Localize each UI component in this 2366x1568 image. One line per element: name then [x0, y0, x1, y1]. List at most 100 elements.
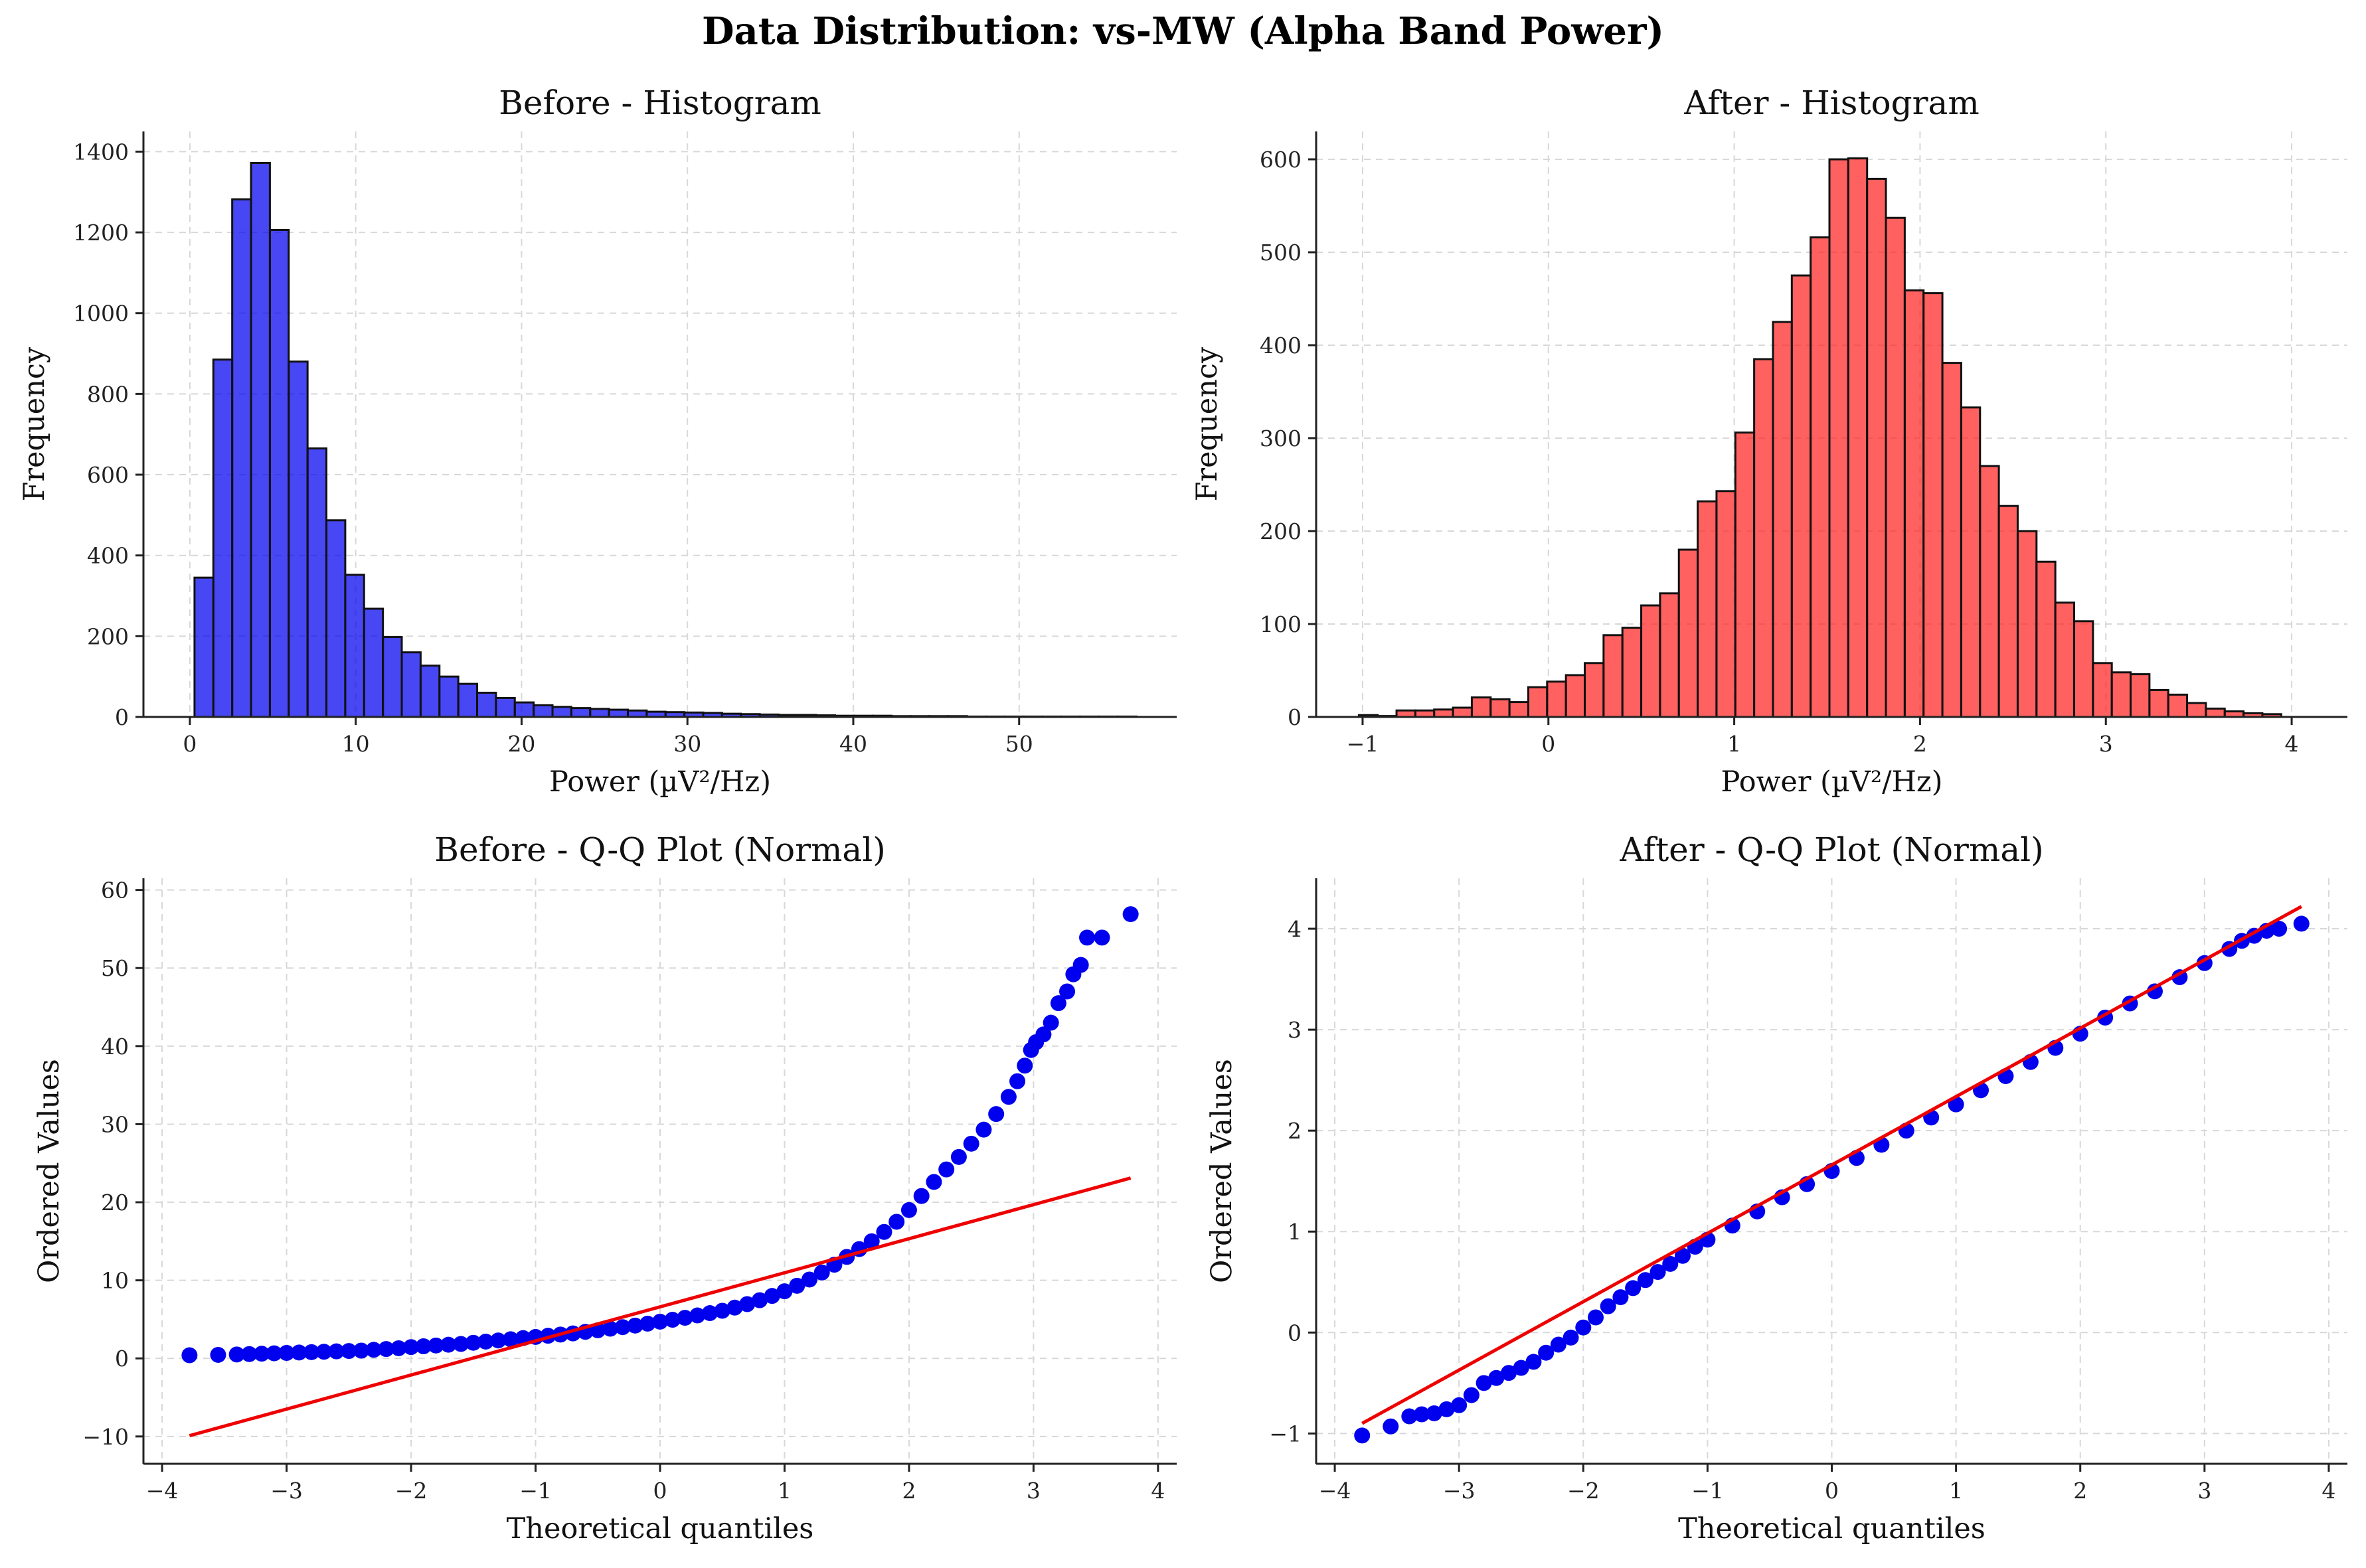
qq-point: [1414, 1406, 1430, 1423]
qq-point: [1649, 1264, 1666, 1281]
qq-point: [490, 1332, 507, 1349]
qq-point: [315, 1344, 332, 1360]
histogram-bar: [2186, 702, 2207, 718]
qq-point: [1501, 1365, 1517, 1381]
y-tick-label: 40: [101, 1034, 129, 1059]
fit-line: [1361, 905, 2302, 1425]
qq-point: [228, 1346, 245, 1363]
qq-point: [764, 1288, 780, 1304]
histogram-bar: [325, 519, 347, 718]
qq-point: [739, 1296, 756, 1312]
x-tick-label: 4: [2285, 731, 2299, 757]
qq-point: [303, 1344, 320, 1360]
qq-point: [614, 1319, 631, 1336]
x-tick-label: −1: [519, 1478, 552, 1504]
qq-point: [950, 1148, 967, 1165]
histogram-bar: [288, 360, 309, 718]
qq-point: [801, 1271, 817, 1288]
qq-point: [714, 1302, 730, 1319]
grid: [143, 878, 1177, 1464]
qq-point: [1401, 1408, 1418, 1425]
x-tick-label: −2: [395, 1478, 428, 1504]
qq-point: [241, 1346, 258, 1362]
histogram-bar: [1697, 500, 1718, 718]
qq-point: [328, 1343, 345, 1360]
qq-point: [938, 1161, 955, 1178]
histogram-bar: [1602, 634, 1624, 718]
x-tick-label: −1: [1691, 1478, 1724, 1504]
y-tick-label: 3: [1288, 1017, 1302, 1043]
panel-2: −1 0 1 2 3 4 0 100 200 300 400 500 600 After - Histog…: [1191, 84, 2347, 799]
panel-title: Before - Q-Q Plot (Normal): [434, 830, 885, 869]
qq-point: [789, 1277, 805, 1294]
qq-point: [963, 1135, 979, 1152]
x-tick-label: 3: [2197, 1478, 2211, 1504]
y-tick-label: 1400: [73, 139, 129, 165]
histogram-bar: [551, 706, 572, 718]
histogram-bar: [2148, 688, 2169, 718]
x-tick-label: 4: [2322, 1478, 2335, 1504]
qq-point: [1094, 929, 1110, 946]
x-tick-label: 30: [673, 731, 701, 757]
histogram-bar: [1659, 592, 1680, 718]
qq-point: [1009, 1073, 1026, 1089]
qq-point: [900, 1202, 917, 1218]
y-tick-label: 600: [87, 462, 129, 488]
qq-point: [403, 1339, 420, 1356]
qq-point: [415, 1338, 432, 1355]
histogram-bar: [1810, 236, 1831, 718]
qq-point: [1488, 1370, 1505, 1386]
qq-point: [254, 1346, 270, 1362]
qq-point: [813, 1264, 830, 1281]
x-tick-label: 0: [183, 731, 197, 757]
y-tick-label: 0: [1288, 1320, 1302, 1346]
qq-point: [701, 1305, 718, 1322]
qq-point: [639, 1315, 656, 1332]
y-tick-label: 20: [101, 1190, 129, 1215]
y-tick-label: 0: [1288, 704, 1302, 730]
panel-1: 0 10 20 30 40 50 0 200 400 600 800 1000 1200 1400 Befo…: [18, 84, 1177, 799]
x-tick-label: 20: [507, 731, 535, 757]
qq-point: [1017, 1058, 1033, 1074]
histogram-bar: [1584, 662, 1605, 718]
qq-point: [291, 1344, 307, 1361]
qq-point: [1538, 1344, 1555, 1361]
qq-point: [453, 1336, 469, 1352]
qq-point: [1035, 1026, 1052, 1043]
qq-point: [664, 1312, 681, 1328]
histogram-bar: [1847, 157, 1869, 718]
qq-point: [776, 1283, 793, 1300]
qq-point: [602, 1320, 619, 1337]
histogram-bar: [1960, 406, 1982, 718]
panel-title: After - Q-Q Plot (Normal): [1619, 830, 2043, 869]
histogram-bar: [1470, 696, 1492, 718]
histogram-bar: [1508, 701, 1529, 718]
qq-point: [1463, 1387, 1479, 1403]
x-tick-label: −1: [1347, 731, 1379, 757]
y-tick-label: −10: [82, 1424, 129, 1450]
qq-point: [1563, 1329, 1579, 1346]
x-tick-label: 1: [1727, 731, 1741, 757]
histogram-bar: [419, 665, 441, 718]
histogram-bar: [1979, 465, 2000, 718]
histogram-bar: [231, 198, 252, 718]
x-tick-label: 4: [1151, 1478, 1165, 1504]
histogram-bar: [344, 574, 365, 718]
x-tick-label: 10: [342, 731, 370, 757]
x-axis-label: Theoretical quantiles: [507, 1512, 814, 1545]
qq-point: [1122, 906, 1139, 923]
qq-point: [751, 1292, 768, 1308]
qq-point: [1575, 1319, 1592, 1336]
histogram-bar: [1828, 158, 1849, 718]
qq-point: [1383, 1418, 1399, 1435]
fit-line: [189, 1176, 1132, 1438]
histogram-bar: [1772, 321, 1793, 718]
qq-point: [863, 1233, 880, 1249]
qq-point: [390, 1340, 407, 1356]
y-tick-label: 400: [1260, 333, 1302, 358]
y-tick-label: 30: [101, 1111, 129, 1137]
histogram-bar: [1885, 216, 1906, 718]
qq-point: [1600, 1298, 1616, 1314]
histogram-bar: [1903, 289, 1925, 718]
